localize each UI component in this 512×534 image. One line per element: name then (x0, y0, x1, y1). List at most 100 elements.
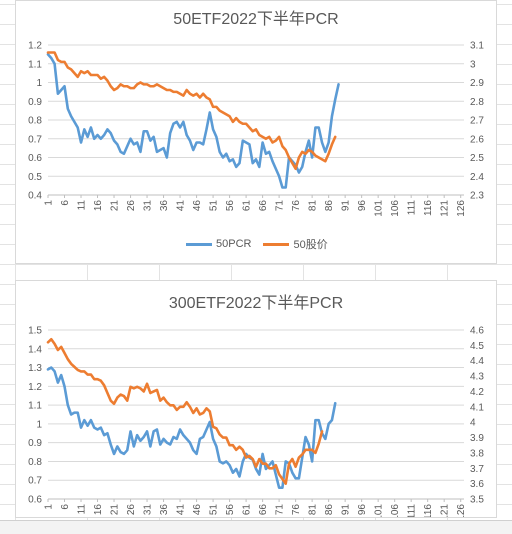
y-right-tick-label: 3.9 (470, 433, 484, 444)
x-tick-label: 71 (275, 200, 286, 212)
y-right-tick-label: 3.7 (470, 464, 484, 475)
legend-swatch-price (263, 242, 290, 246)
chart-plot-area: 0.4 0.5 0.6 0.7 0.8 0.9 1 1.1 1.2 2.3 2.4 2.5 2.6 2.7… (28, 41, 484, 217)
x-tick-label: 116 (423, 504, 434, 517)
x-tick-label: 41 (176, 504, 187, 516)
chart-300etf[interactable]: 300ETF2022下半年PCR 0.6 0.7 0.8 0.9 1 1.1 1.2 1.3 1… (15, 280, 497, 518)
y-left-tick-label: 1 (36, 419, 42, 430)
y-right-tick-label: 2.4 (470, 172, 484, 183)
x-tick-label: 6 (60, 504, 71, 510)
y-right-tick-label: 4.4 (470, 356, 484, 367)
y-left-tick-label: 0.6 (28, 495, 42, 506)
legend-item-pcr: 50PCR (186, 238, 251, 250)
x-tick-label: 46 (192, 200, 203, 212)
x-tick-label: 36 (159, 200, 170, 212)
y-right-tick-label: 3.5 (470, 495, 484, 506)
y-left-tick-label: 1 (36, 78, 42, 89)
y-right-tick-label: 4.2 (470, 387, 484, 398)
y-right-tick-label: 4.1 (470, 402, 484, 413)
chart-legend: 50PCR 50股价 (186, 236, 340, 252)
x-tick-label: 61 (242, 504, 253, 516)
x-tick-label: 101 (374, 504, 385, 517)
y-right-tick-label: 3.1 (470, 41, 484, 52)
x-tick-label: 116 (423, 200, 434, 216)
y-right-tick-label: 2.5 (470, 153, 484, 164)
x-tick-label: 21 (110, 504, 121, 516)
x-tick-label: 56 (225, 200, 236, 212)
x-tick-label: 1 (44, 504, 55, 510)
y-left-tick-label: 0.9 (28, 438, 42, 449)
y-left-tick-label: 0.7 (28, 476, 42, 487)
y-left-tick-label: 0.4 (28, 191, 42, 202)
legend-label-pcr: 50PCR (216, 238, 252, 250)
y-left-tick-label: 1.2 (28, 41, 42, 52)
series-line-price (46, 337, 324, 485)
x-tick-label: 81 (308, 200, 319, 212)
x-tick-label: 76 (291, 504, 302, 516)
x-tick-label: 91 (341, 504, 352, 516)
x-tick-label: 61 (242, 200, 253, 212)
x-tick-label: 11 (77, 504, 88, 515)
y-right-tick-label: 2.3 (470, 191, 484, 202)
y-right-tick-label: 2.6 (470, 134, 484, 145)
y-right-tick-label: 3 (470, 59, 476, 70)
x-tick-label: 126 (456, 200, 467, 217)
y-right-tick-label: 2.7 (470, 116, 484, 127)
x-tick-label: 111 (407, 200, 418, 216)
x-tick-label: 106 (390, 200, 401, 217)
x-tick-label: 11 (77, 200, 88, 211)
x-tick-label: 71 (275, 504, 286, 516)
chart-title: 50ETF2022下半年PCR (173, 11, 339, 28)
y-left-tick-label: 1.4 (28, 344, 42, 355)
y-right-tick-label: 3.8 (470, 448, 484, 459)
legend-item-price: 50股价 (263, 236, 328, 252)
series-line-pcr (46, 366, 337, 490)
x-tick-label: 21 (110, 200, 121, 212)
chart-title: 300ETF2022下半年PCR (168, 295, 344, 312)
y-right-tick-label: 4.3 (470, 372, 484, 383)
x-tick-label: 51 (209, 200, 220, 212)
x-tick-label: 126 (456, 504, 467, 517)
x-tick-label: 46 (192, 504, 203, 516)
x-tick-label: 91 (341, 200, 352, 212)
chart-plot-area: 0.6 0.7 0.8 0.9 1 1.1 1.2 1.3 1.4 1.5 3.5 3.6 3.7 3.8… (28, 326, 484, 518)
y-left-tick-label: 0.9 (28, 97, 42, 108)
x-tick-label: 16 (93, 504, 104, 516)
x-tick-label: 26 (126, 504, 137, 516)
y-left-tick-label: 0.8 (28, 116, 42, 127)
y-right-tick-label: 3.6 (470, 479, 484, 490)
series-line-price (46, 51, 337, 171)
y-left-tick-label: 1.2 (28, 382, 42, 393)
x-tick-label: 51 (209, 504, 220, 516)
y-left-tick-label: 0.7 (28, 134, 42, 145)
x-tick-label: 26 (126, 200, 137, 212)
y-right-tick-label: 2.8 (470, 97, 484, 108)
chart-50etf[interactable]: 50ETF2022下半年PCR 0.4 0.5 0.6 0.7 0.8 0.9 1 1.1 1.… (15, 0, 497, 264)
x-tick-label: 96 (357, 200, 368, 212)
y-left-tick-label: 1.1 (28, 59, 42, 70)
x-tick-label: 76 (291, 200, 302, 212)
sheet-bottom-bar (0, 520, 512, 534)
x-tick-label: 66 (258, 504, 269, 516)
x-tick-label: 66 (258, 200, 269, 212)
x-tick-label: 1 (44, 200, 55, 206)
x-tick-label: 36 (159, 504, 170, 516)
x-tick-label: 121 (440, 504, 451, 517)
x-tick-label: 31 (143, 200, 154, 212)
x-tick-label: 86 (324, 504, 335, 516)
x-tick-label: 101 (374, 200, 385, 217)
y-right-tick-label: 4.6 (470, 326, 484, 337)
y-left-tick-label: 0.5 (28, 172, 42, 183)
y-right-tick-label: 4.5 (470, 341, 484, 352)
y-left-tick-label: 1.1 (28, 401, 42, 412)
x-tick-label: 16 (93, 200, 104, 212)
y-left-tick-label: 0.6 (28, 153, 42, 164)
x-tick-label: 6 (60, 200, 71, 206)
y-left-tick-label: 1.3 (28, 363, 42, 374)
x-tick-label: 56 (225, 504, 236, 516)
x-tick-label: 81 (308, 504, 319, 516)
y-left-tick-label: 0.8 (28, 457, 42, 468)
y-right-tick-label: 4 (470, 418, 476, 429)
legend-label-price: 50股价 (293, 239, 328, 251)
x-tick-label: 121 (440, 200, 451, 217)
